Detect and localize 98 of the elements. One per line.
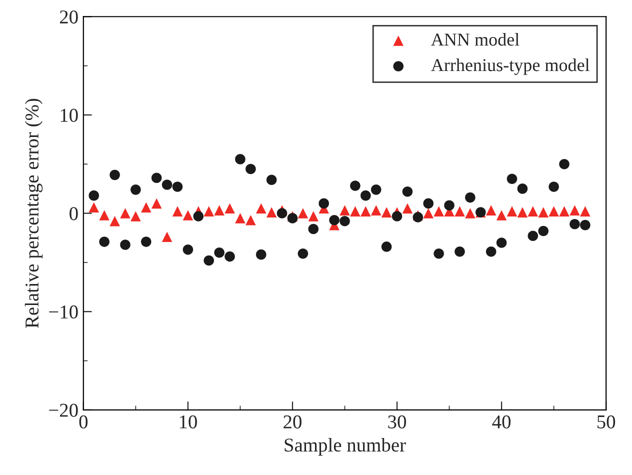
point <box>256 249 266 260</box>
y-tick-label: 20 <box>60 10 78 24</box>
point <box>182 210 194 220</box>
x-tick-label: 0 <box>79 415 88 428</box>
legend-label: Arrhenius-type model <box>431 58 590 75</box>
point <box>193 211 204 222</box>
point <box>434 206 444 216</box>
x-tick-label: 30 <box>388 415 406 428</box>
point <box>350 180 360 191</box>
y-tick-label: −10 <box>49 305 78 319</box>
point <box>266 174 277 185</box>
point <box>528 206 538 216</box>
point <box>151 172 162 184</box>
point <box>570 218 580 230</box>
point <box>350 206 360 216</box>
x-tick-label: 20 <box>284 415 302 428</box>
x-tick-label: 10 <box>180 415 197 428</box>
point <box>318 198 329 209</box>
point <box>360 190 371 201</box>
point <box>329 215 340 226</box>
point <box>528 230 538 242</box>
point <box>392 211 402 222</box>
point <box>110 216 120 226</box>
point <box>423 198 434 209</box>
point <box>548 182 559 192</box>
point <box>402 186 413 197</box>
point <box>140 202 152 213</box>
point <box>172 206 183 216</box>
point <box>486 205 496 216</box>
point <box>496 238 507 248</box>
point <box>99 236 110 247</box>
point <box>370 205 382 216</box>
point <box>214 247 224 258</box>
point <box>172 182 183 192</box>
point <box>423 208 434 218</box>
point <box>182 244 194 255</box>
point <box>517 184 528 194</box>
point <box>88 202 100 213</box>
point <box>517 207 528 218</box>
legend-label: ANN model <box>431 32 520 46</box>
point <box>130 184 141 195</box>
point <box>559 206 570 216</box>
point <box>224 203 235 214</box>
point <box>256 203 266 214</box>
point <box>151 198 162 209</box>
point <box>444 200 454 211</box>
y-axis-title: Relative percentage error (%) <box>24 98 43 328</box>
point <box>110 170 120 180</box>
point <box>454 246 465 257</box>
point <box>465 208 476 218</box>
point <box>538 207 549 218</box>
point <box>381 207 392 218</box>
point <box>465 192 476 203</box>
point <box>580 206 590 216</box>
point <box>162 232 172 242</box>
point <box>246 164 256 174</box>
point <box>506 206 518 216</box>
point <box>454 206 465 216</box>
point <box>434 248 444 259</box>
point <box>570 205 580 216</box>
point <box>496 210 507 220</box>
point <box>204 206 214 216</box>
point <box>120 208 130 218</box>
point <box>298 248 308 259</box>
point <box>360 206 371 216</box>
point <box>486 246 496 257</box>
point <box>308 224 319 234</box>
y-tick-label: 0 <box>70 207 78 220</box>
y-tick-label: −20 <box>49 404 78 417</box>
point <box>548 206 559 216</box>
point <box>266 207 277 218</box>
point <box>204 255 214 266</box>
point <box>162 180 172 190</box>
point <box>140 236 152 247</box>
x-tick-label: 40 <box>492 415 511 428</box>
point <box>340 216 350 226</box>
point <box>381 242 392 252</box>
point <box>580 220 590 230</box>
x-tick-label: 50 <box>597 415 616 428</box>
point <box>99 210 110 220</box>
point <box>298 208 308 218</box>
point <box>308 211 319 222</box>
point <box>559 158 570 170</box>
point <box>130 211 141 222</box>
point <box>538 226 549 236</box>
point <box>224 251 235 262</box>
point <box>235 154 246 164</box>
point <box>120 240 130 250</box>
x-axis-title: Sample number <box>284 438 406 456</box>
point <box>246 215 256 226</box>
y-tick-label: 10 <box>60 108 78 122</box>
point <box>88 190 100 201</box>
point <box>370 184 382 195</box>
point <box>214 205 224 216</box>
point <box>402 203 413 214</box>
point <box>235 213 246 224</box>
point <box>506 174 518 184</box>
point <box>340 205 350 216</box>
